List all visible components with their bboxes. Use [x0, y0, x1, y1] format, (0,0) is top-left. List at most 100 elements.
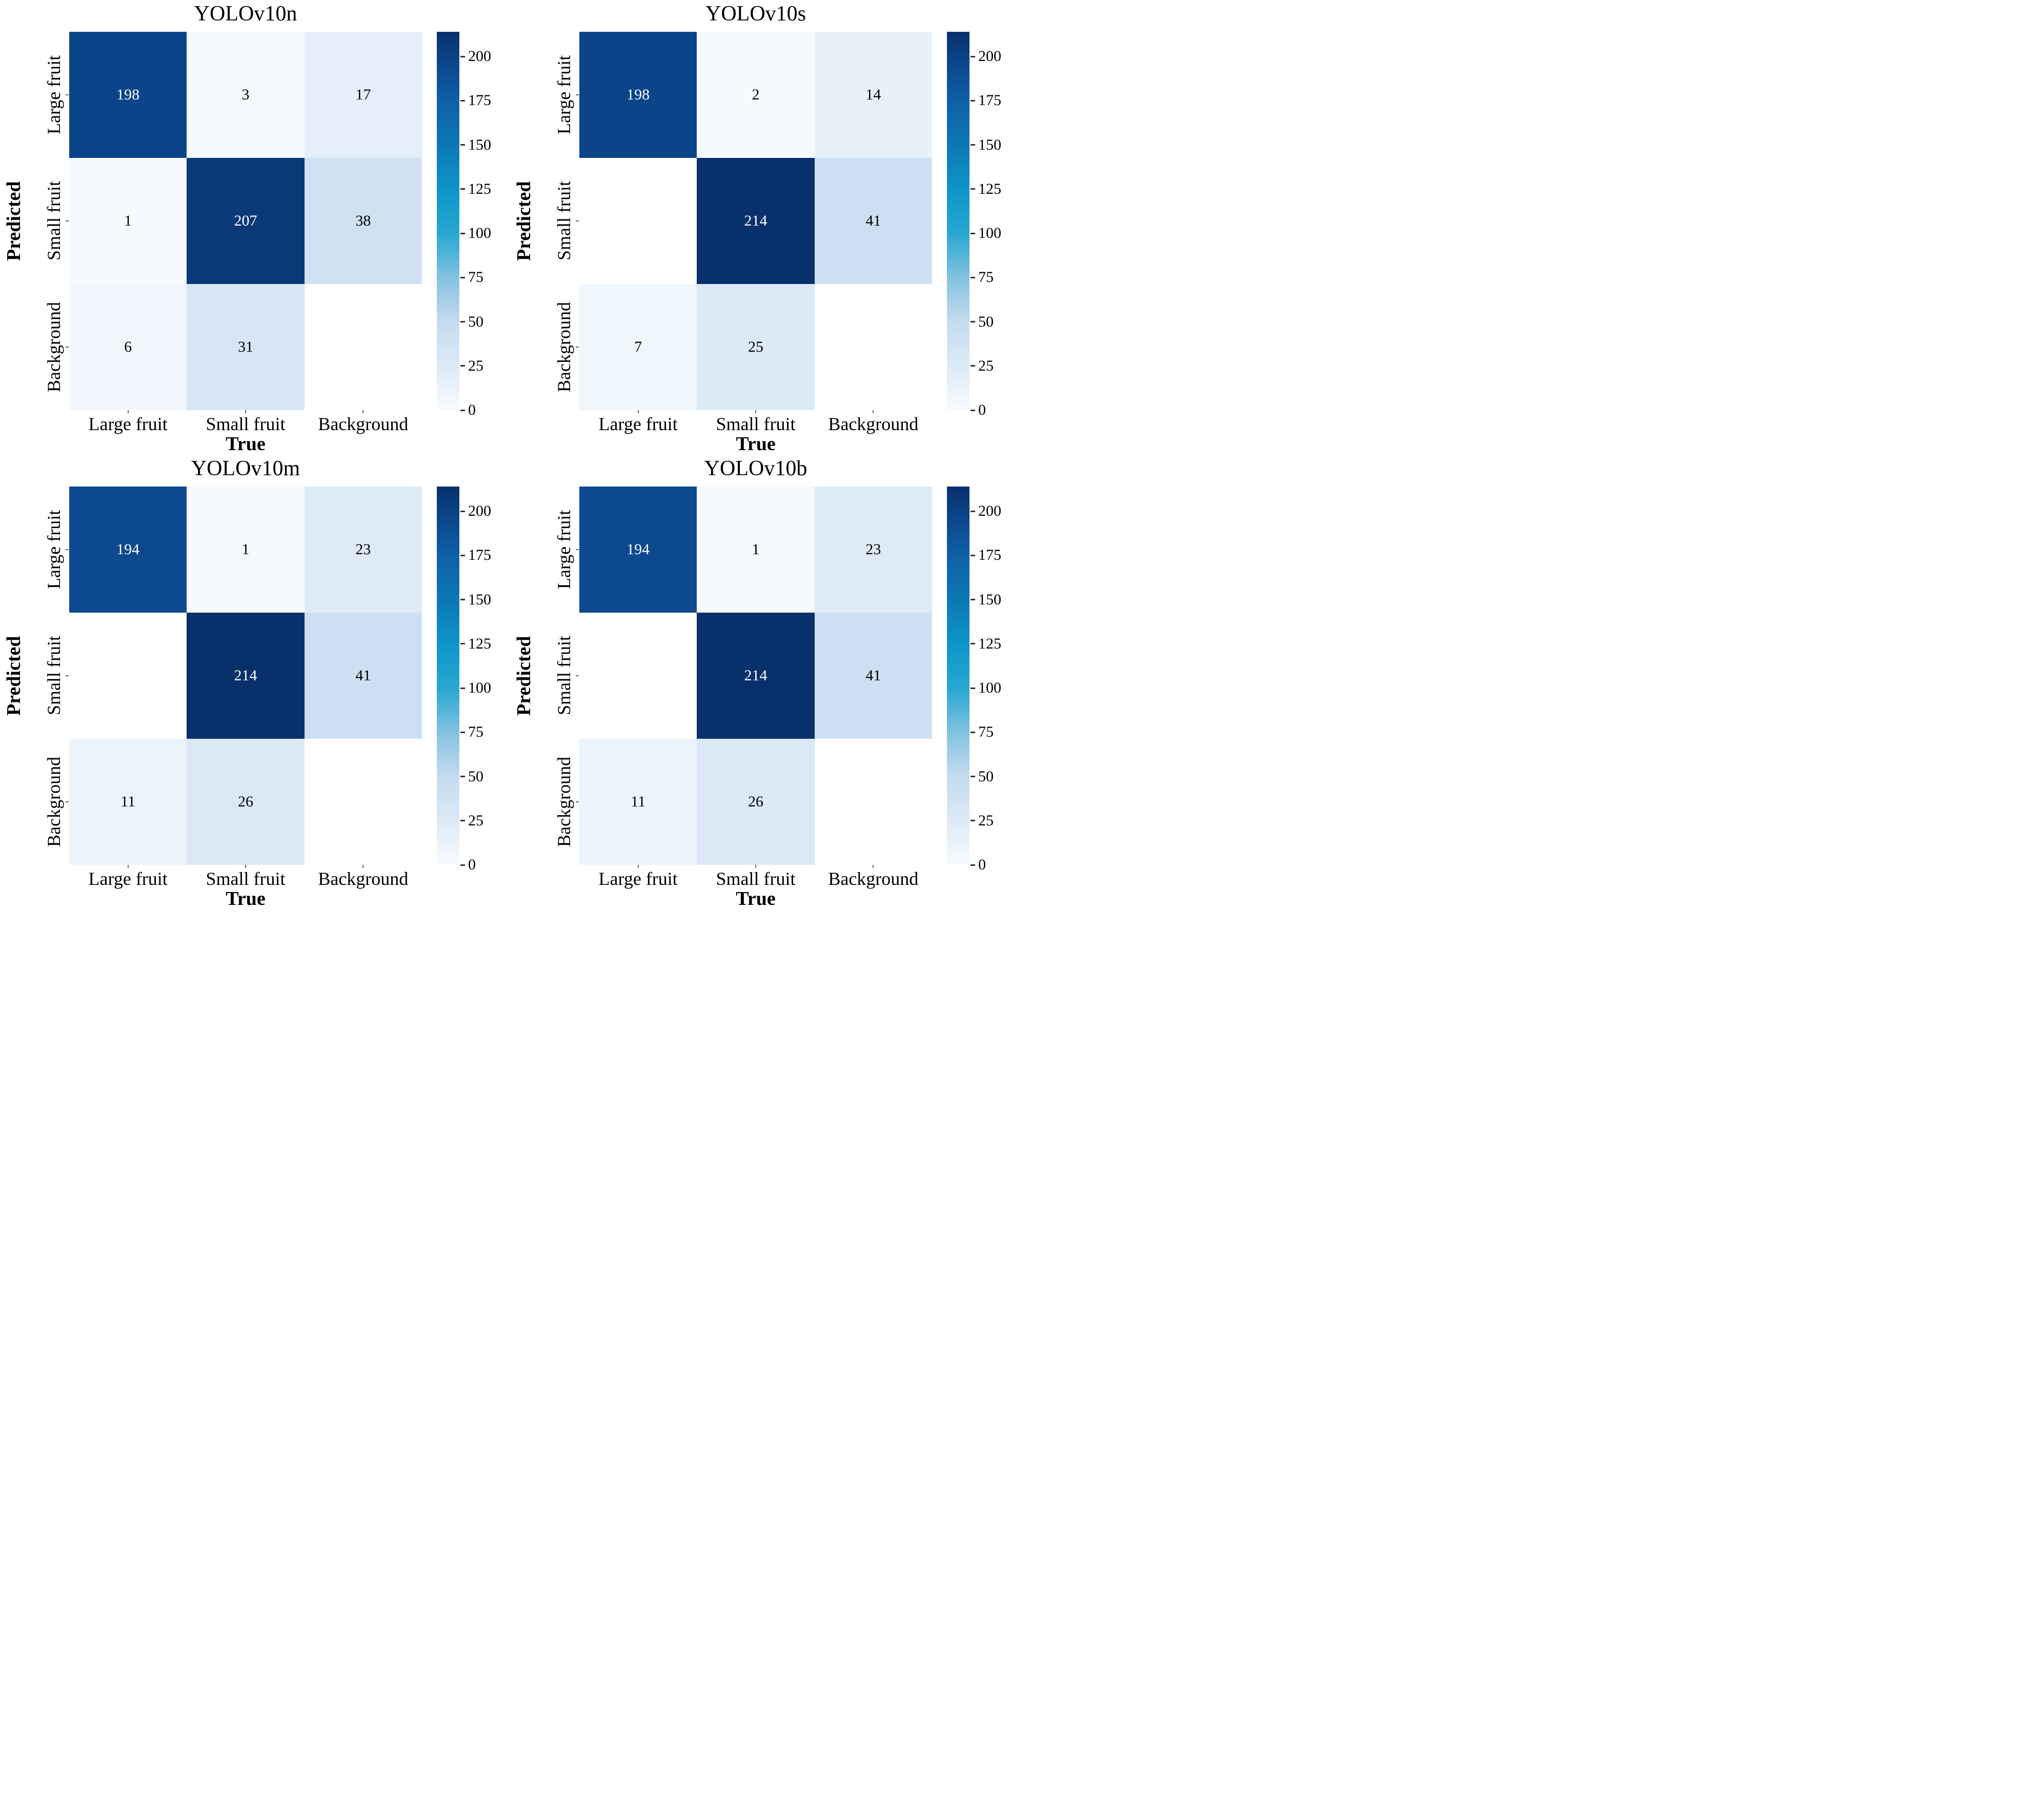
heatmap-cell-r1c0 — [579, 158, 697, 284]
colorbar-tick-label: 25 — [978, 812, 994, 829]
colorbar-tick — [971, 776, 975, 778]
subplot-yolov10s: YOLOv10s Predicted 198 2 14 214 41 7 25 True L… — [510, 0, 1020, 455]
x-axis-tick — [127, 410, 129, 413]
colorbar-tick — [460, 144, 465, 146]
colorbar-tick — [971, 554, 975, 556]
cell-value: 1 — [752, 541, 760, 558]
ytick-label-0: Large fruit — [44, 55, 64, 135]
colorbar-tick — [971, 55, 975, 57]
y-axis-tick — [66, 801, 69, 802]
colorbar-tick — [971, 99, 975, 102]
colorbar-tick — [971, 409, 975, 411]
x-axis-label: True — [226, 433, 266, 455]
cell-value: 23 — [865, 541, 881, 558]
heatmap-cell-r2c0: 11 — [579, 739, 697, 865]
xtick-label-0: Large fruit — [598, 868, 678, 889]
heatmap-cell-r2c0: 7 — [579, 284, 697, 410]
ytick-label-1: Small fruit — [44, 636, 64, 716]
colorbar-tick — [460, 365, 465, 367]
x-axis-tick — [362, 865, 364, 868]
heatmap-cell-r1c2: 38 — [304, 158, 422, 284]
heatmap-cell-r1c0: 1 — [69, 158, 187, 284]
cell-value: 3 — [241, 86, 250, 103]
cell-value: 41 — [865, 212, 881, 229]
heatmap-grid: 194 1 23 214 41 11 26 — [69, 487, 422, 865]
colorbar-tick — [971, 599, 975, 601]
heatmap-cell-r0c1: 2 — [697, 32, 815, 158]
cell-value: 17 — [355, 86, 371, 103]
cell-value: 6 — [124, 338, 132, 355]
colorbar-tick — [460, 321, 465, 323]
y-axis-tick — [66, 549, 69, 550]
colorbar-tick — [971, 731, 975, 733]
y-axis-tick — [576, 801, 579, 802]
colorbar-tick-label: 100 — [978, 225, 1001, 242]
colorbar-tick — [460, 643, 465, 645]
heatmap-cell-r0c0: 198 — [69, 32, 187, 158]
colorbar-tick — [460, 687, 465, 689]
xtick-label-0: Large fruit — [598, 414, 678, 434]
heatmap-cell-r1c1: 214 — [697, 613, 815, 739]
ytick-label-2: Background — [44, 757, 64, 847]
ytick-label-0: Large fruit — [554, 510, 574, 590]
colorbar-tick-label: 25 — [468, 812, 483, 829]
colorbar — [437, 32, 459, 410]
y-axis-label: Predicted — [3, 636, 25, 716]
ytick-label-0: Large fruit — [44, 510, 64, 590]
cell-value: 23 — [355, 541, 371, 558]
colorbar-tick — [971, 276, 975, 278]
heatmap-cell-r0c0: 194 — [69, 487, 187, 613]
heatmap-cell-r0c2: 14 — [814, 32, 932, 158]
cell-value: 11 — [120, 793, 136, 810]
colorbar-tick-label: 200 — [468, 48, 491, 65]
colorbar-tick — [971, 188, 975, 190]
xtick-label-1: Small fruit — [206, 868, 286, 889]
colorbar-tick-label: 25 — [978, 357, 994, 374]
colorbar-tick-label: 200 — [468, 502, 491, 520]
heatmap-cell-r0c0: 194 — [579, 487, 697, 613]
colorbar-tick — [460, 731, 465, 733]
subplot-yolov10b: YOLOv10b Predicted 194 1 23 214 41 11 26 True … — [510, 455, 1020, 909]
heatmap-cell-r2c1: 31 — [187, 284, 305, 410]
colorbar-tick-label: 50 — [468, 313, 483, 330]
colorbar-tick-label: 125 — [468, 180, 491, 197]
x-axis-tick — [362, 410, 364, 413]
cell-value: 214 — [234, 667, 257, 684]
x-axis-tick — [873, 865, 874, 868]
colorbar-tick-label: 50 — [468, 767, 483, 785]
colorbar-tick — [460, 510, 465, 512]
x-axis-tick — [245, 410, 246, 413]
colorbar-tick — [460, 232, 465, 234]
cell-value: 207 — [234, 212, 257, 229]
colorbar-tick-label: 100 — [468, 225, 491, 242]
colorbar-tick-label: 50 — [978, 767, 994, 785]
colorbar-tick — [971, 687, 975, 689]
colorbar-tick-label: 0 — [978, 401, 986, 418]
cell-value: 7 — [634, 338, 642, 355]
ytick-label-2: Background — [554, 302, 574, 392]
colorbar-tick-label: 0 — [468, 401, 476, 418]
xtick-label-1: Small fruit — [716, 868, 796, 889]
ytick-label-1: Small fruit — [554, 181, 574, 261]
heatmap-cell-r0c2: 23 — [814, 487, 932, 613]
colorbar-tick-label: 125 — [468, 635, 491, 652]
heatmap-cell-r2c1: 25 — [697, 284, 815, 410]
cell-value: 1 — [124, 212, 132, 229]
colorbar-tick-label: 175 — [978, 92, 1001, 109]
y-axis-tick — [66, 220, 69, 221]
cell-value: 26 — [237, 793, 253, 810]
cell-value: 194 — [116, 541, 140, 558]
colorbar-tick — [460, 99, 465, 102]
chart-title: YOLOv10m — [191, 457, 300, 480]
subplot-yolov10m: YOLOv10m Predicted 194 1 23 214 41 11 26 True … — [0, 455, 510, 909]
colorbar-tick — [460, 820, 465, 822]
ytick-label-1: Small fruit — [44, 181, 64, 261]
colorbar-tick-label: 75 — [468, 269, 483, 286]
heatmap-cell-r2c1: 26 — [697, 739, 815, 865]
xtick-label-0: Large fruit — [88, 868, 168, 889]
cell-value: 38 — [355, 212, 371, 229]
x-axis-tick — [755, 410, 756, 413]
xtick-label-1: Small fruit — [206, 414, 286, 434]
colorbar-tick-label: 125 — [978, 635, 1001, 652]
cell-value: 41 — [355, 667, 371, 684]
